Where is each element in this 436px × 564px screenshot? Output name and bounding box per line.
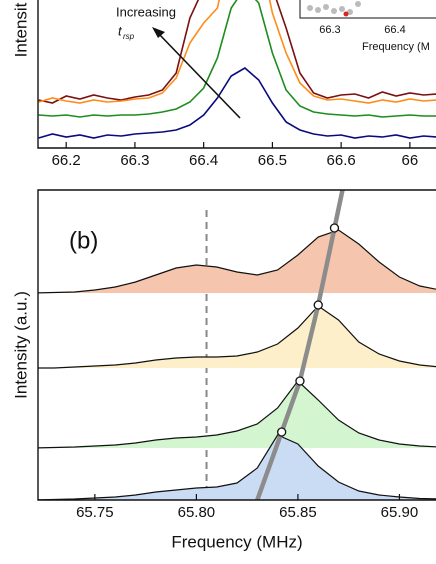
series-line xyxy=(38,0,436,104)
x-tick-label: 65.80 xyxy=(178,504,216,521)
panel-b-frame xyxy=(37,189,436,501)
peak-marker xyxy=(277,427,287,437)
inset-dot xyxy=(323,4,329,10)
guide-curve xyxy=(255,190,345,500)
annotation-subscript: rsp xyxy=(123,32,135,41)
inset-x-axis-label: Frequency (M xyxy=(362,41,430,53)
peak-marker xyxy=(329,223,340,233)
annotation-symbol: t xyxy=(118,23,123,38)
series-line xyxy=(38,0,436,118)
peak-marker xyxy=(295,376,305,386)
x-tick-label: 65.75 xyxy=(76,504,114,521)
arrow-head xyxy=(152,27,165,38)
panel-title: (b) xyxy=(69,227,98,254)
y-axis-label: Intensity (a.u.) xyxy=(11,291,30,399)
x-tick-label: 66.3 xyxy=(120,152,149,169)
x-axis-label: Frequency (MHz) xyxy=(171,532,302,551)
area-fill xyxy=(38,230,436,293)
x-tick-label: 65.90 xyxy=(381,504,419,521)
inset-dot xyxy=(307,5,313,11)
annotation: Increasing xyxy=(116,4,176,19)
area-fill xyxy=(38,381,436,448)
area-fill xyxy=(38,435,436,500)
series-line xyxy=(38,305,436,369)
x-tick-label: 66.4 xyxy=(189,152,218,169)
x-tick-label: 65.85 xyxy=(279,504,317,521)
x-tick-label: 66 xyxy=(402,152,419,169)
inset-dot xyxy=(331,8,337,14)
y-axis-label: Intensit xyxy=(11,2,30,57)
overlay: 66.2 66.3 66.4 66.5 66.6 66 66.3 66.4 Frequency … xyxy=(52,14,430,521)
inset-dot xyxy=(339,6,345,12)
inset-dot xyxy=(355,1,361,7)
area-fill xyxy=(38,306,436,368)
inset xyxy=(299,0,436,19)
x-tick-label: 66.5 xyxy=(258,152,287,169)
arrow xyxy=(157,32,241,119)
x-tick-label: 66.6 xyxy=(327,152,356,169)
series-line xyxy=(38,434,436,500)
series-line xyxy=(38,229,436,294)
inset-dot xyxy=(315,7,321,13)
inset-x-tick-label: 66.3 xyxy=(319,24,340,36)
x-tick-label: 66.2 xyxy=(52,152,81,169)
peak-marker xyxy=(313,300,323,310)
series-line xyxy=(38,0,436,104)
panel-b-plot xyxy=(38,190,436,500)
panel-a-plot xyxy=(38,0,436,139)
series-line xyxy=(38,380,436,449)
panel-a-frame xyxy=(37,0,436,149)
series-line xyxy=(38,67,436,139)
inset-dot xyxy=(343,11,349,17)
inset-x-tick-label: 66.4 xyxy=(384,24,405,36)
inset-dot xyxy=(347,9,353,15)
